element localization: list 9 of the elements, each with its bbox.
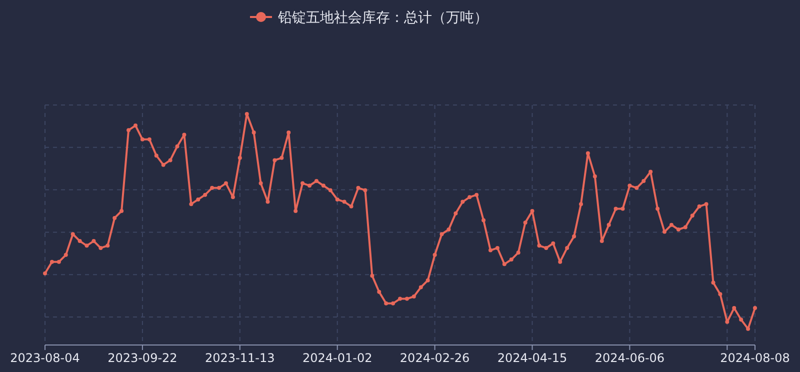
x-tick-label: 2024-02-26 — [400, 351, 470, 365]
x-tick-label: 2023-09-22 — [108, 351, 178, 365]
x-tick-label: 2023-08-04 — [10, 351, 80, 365]
x-tick-label: 2024-08-08 — [720, 351, 790, 365]
x-tick-label: 2023-11-13 — [205, 351, 275, 365]
x-tick-label: 2024-04-15 — [497, 351, 568, 365]
x-tick-label: 2024-06-06 — [594, 351, 665, 365]
x-tick-label: 2024-01-02 — [302, 351, 372, 365]
legend-label: 铅锭五地社会库存：总计（万吨） — [277, 10, 488, 26]
